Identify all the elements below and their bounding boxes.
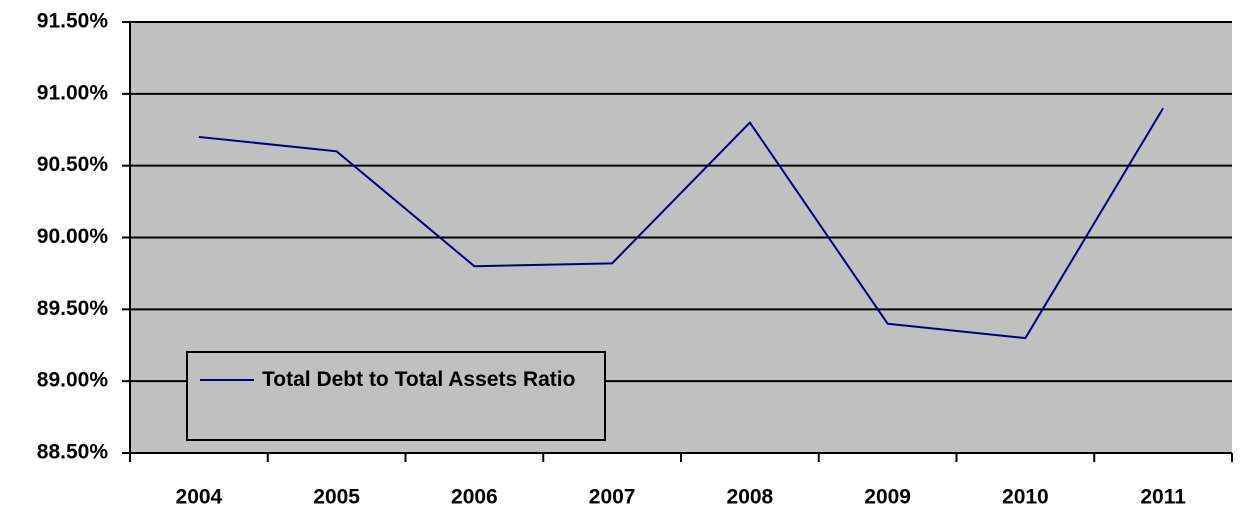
x-tick-label: 2006 bbox=[451, 486, 498, 509]
data-line bbox=[198, 107, 1164, 340]
x-tick-label: 2005 bbox=[313, 486, 360, 509]
x-tick-label: 2004 bbox=[176, 486, 223, 509]
x-tick-label: 2008 bbox=[727, 486, 774, 509]
y-tick-label: 91.00% bbox=[37, 81, 109, 104]
legend-swatch bbox=[200, 379, 254, 381]
y-tick-label: 90.00% bbox=[37, 225, 109, 248]
x-tick-label: 2007 bbox=[589, 486, 636, 509]
y-tick-label: 90.50% bbox=[37, 153, 109, 176]
y-tick-label: 88.50% bbox=[37, 441, 109, 464]
y-tick-label: 91.50% bbox=[37, 10, 109, 33]
x-tick-label: 2009 bbox=[864, 486, 911, 509]
legend-label: Total Debt to Total Assets Ratio bbox=[262, 368, 576, 391]
y-tick-label: 89.00% bbox=[37, 369, 109, 392]
x-tick-label: 2011 bbox=[1140, 486, 1186, 509]
legend: Total Debt to Total Assets Ratio bbox=[186, 351, 606, 441]
x-tick-label: 2010 bbox=[1002, 486, 1049, 509]
y-tick-label: 89.50% bbox=[37, 297, 109, 320]
